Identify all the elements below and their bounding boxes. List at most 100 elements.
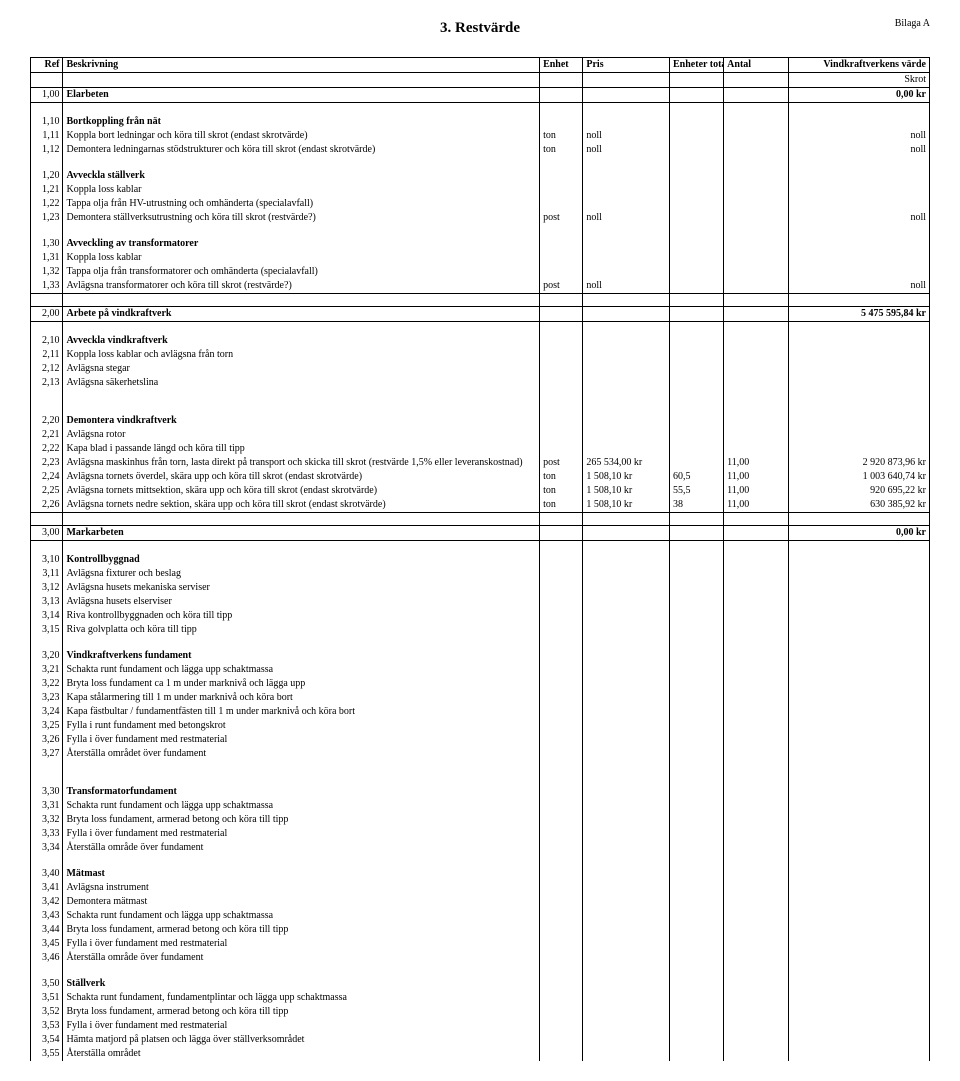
cell-enhet — [540, 785, 583, 799]
cell-desc: Schakta runt fundament och lägga upp sch… — [63, 909, 540, 923]
cell-desc: Avlägsna transformatorer och köra till s… — [63, 279, 540, 294]
table-row: 2,10Avveckla vindkraftverk — [31, 334, 930, 348]
cell-enhet — [540, 1033, 583, 1047]
cell-enhet — [540, 895, 583, 909]
cell-antal — [724, 307, 789, 322]
cell-pris — [583, 733, 670, 747]
cell-et: 55,5 — [670, 484, 724, 498]
table-row: 3,51Schakta runt fundament, fundamentpli… — [31, 991, 930, 1005]
cell-pris — [583, 442, 670, 456]
cell-et — [670, 251, 724, 265]
cell-et — [670, 733, 724, 747]
table-row: 3,31Schakta runt fundament och lägga upp… — [31, 799, 930, 813]
table-row: 3,24Kapa fästbultar / fundamentfästen ti… — [31, 705, 930, 719]
cell-desc: Schakta runt fundament, fundamentplintar… — [63, 991, 540, 1005]
table-row: 1,33Avlägsna transformatorer och köra ti… — [31, 279, 930, 294]
cell-antal — [724, 143, 789, 157]
cell-antal — [724, 251, 789, 265]
cell-ref: 3,53 — [31, 1019, 63, 1033]
cell-desc: Avlägsna fixturer och beslag — [63, 567, 540, 581]
cell-ref: 3,15 — [31, 623, 63, 637]
cell-pris — [583, 691, 670, 705]
table-row: 2,20Demontera vindkraftverk — [31, 414, 930, 428]
table-row: 3,52Bryta loss fundament, armerad betong… — [31, 1005, 930, 1019]
cell-desc: Avlägsna stegar — [63, 362, 540, 376]
cell-et — [670, 362, 724, 376]
cell-ref: 3,22 — [31, 677, 63, 691]
cell-antal — [724, 553, 789, 567]
table-row: 3,54Hämta matjord på platsen och lägga ö… — [31, 1033, 930, 1047]
cell-ref: 3,00 — [31, 526, 63, 541]
cell-desc: Demontera vindkraftverk — [63, 414, 540, 428]
cell-varde — [789, 553, 930, 567]
cell-et — [670, 951, 724, 965]
cell-pris — [583, 677, 670, 691]
table-row: 1,23Demontera ställverksutrustning och k… — [31, 211, 930, 225]
cell-varde — [789, 581, 930, 595]
cell-et — [670, 442, 724, 456]
cell-pris — [583, 237, 670, 251]
cell-et — [670, 1047, 724, 1061]
cell-ref: 3,46 — [31, 951, 63, 965]
cell-et: 38 — [670, 498, 724, 513]
cell-et — [670, 609, 724, 623]
cell-enhet: post — [540, 211, 583, 225]
cell-varde — [789, 785, 930, 799]
cell-desc: Avveckling av transformatorer — [63, 237, 540, 251]
cell-pris — [583, 841, 670, 855]
col-varde-header: Vindkraftverkens värde — [789, 58, 930, 73]
cell-desc: Hämta matjord på platsen och lägga över … — [63, 1033, 540, 1047]
cell-ref: 1,11 — [31, 129, 63, 143]
cell-ref: 1,00 — [31, 88, 63, 103]
cell-ref: 3,45 — [31, 937, 63, 951]
cell-antal — [724, 442, 789, 456]
cell-desc: Bryta loss fundament, armerad betong och… — [63, 923, 540, 937]
cell-enhet: ton — [540, 470, 583, 484]
cell-antal — [724, 567, 789, 581]
cell-ref: 1,31 — [31, 251, 63, 265]
col-antal-header: Antal — [724, 58, 789, 73]
cell-et: 60,5 — [670, 470, 724, 484]
table-row: 2,12Avlägsna stegar — [31, 362, 930, 376]
cell-ref: 3,32 — [31, 813, 63, 827]
cell-et — [670, 677, 724, 691]
cell-antal — [724, 414, 789, 428]
cell-pris — [583, 909, 670, 923]
cell-pris — [583, 951, 670, 965]
cell-antal — [724, 1047, 789, 1061]
cell-varde — [789, 1019, 930, 1033]
cell-varde — [789, 895, 930, 909]
cell-pris — [583, 581, 670, 595]
cell-antal — [724, 813, 789, 827]
cell-pris — [583, 376, 670, 390]
cell-desc: Tappa olja från transformatorer och omhä… — [63, 265, 540, 279]
table-row: 3,33Fylla i över fundament med restmater… — [31, 827, 930, 841]
cell-desc: Koppla loss kablar och avlägsna från tor… — [63, 348, 540, 362]
cell-enhet: ton — [540, 143, 583, 157]
cell-antal — [724, 841, 789, 855]
cell-et — [670, 456, 724, 470]
col-pris-header: Pris — [583, 58, 670, 73]
cell-enhet — [540, 307, 583, 322]
cell-varde — [789, 609, 930, 623]
cell-desc: Avlägsna maskinhus från torn, lasta dire… — [63, 456, 540, 470]
cell-desc: Avlägsna rotor — [63, 428, 540, 442]
table-row: 2,13Avlägsna säkerhetslina — [31, 376, 930, 390]
cell-enhet — [540, 747, 583, 761]
cell-varde — [789, 197, 930, 211]
cell-antal — [724, 909, 789, 923]
cell-ref: 3,40 — [31, 867, 63, 881]
cell-enhet: post — [540, 456, 583, 470]
cell-ref: 3,51 — [31, 991, 63, 1005]
cell-antal — [724, 923, 789, 937]
cell-varde — [789, 951, 930, 965]
cell-enhet — [540, 376, 583, 390]
cell-varde: 0,00 kr — [789, 88, 930, 103]
table-row — [31, 294, 930, 307]
cell-desc: Schakta runt fundament och lägga upp sch… — [63, 663, 540, 677]
table-row: 3,34Återställa område över fundament — [31, 841, 930, 855]
cell-ref: 3,55 — [31, 1047, 63, 1061]
cost-table: Ref Beskrivning Enhet Pris Enheter total… — [30, 57, 930, 1061]
document-header: 3. Restvärde Bilaga A — [30, 20, 930, 37]
cell-ref: 3,26 — [31, 733, 63, 747]
